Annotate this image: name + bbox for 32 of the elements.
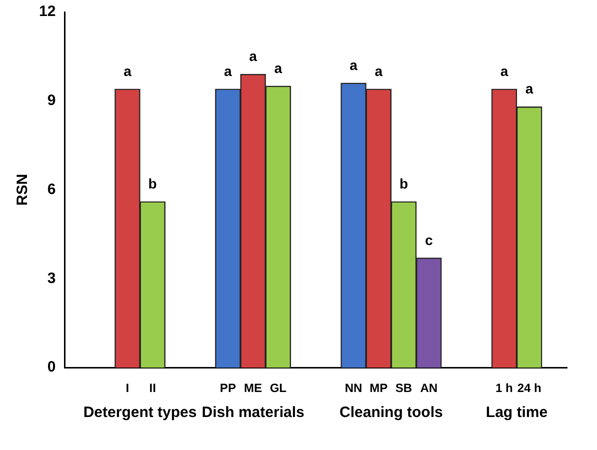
data-label: a	[500, 62, 508, 79]
text: Dish materials	[202, 404, 304, 422]
data-label: a	[274, 60, 282, 76]
data-label: a	[249, 48, 258, 64]
data-label: a	[124, 62, 132, 79]
x-tick-label: MP	[370, 381, 388, 396]
data-label: a	[224, 62, 232, 79]
x-tick-label: AN	[420, 381, 438, 396]
x-tick-label: ME	[244, 381, 262, 396]
x-tick-label: 1 h	[496, 381, 513, 396]
y-tick-label: 12	[38, 3, 56, 20]
x-tick-label: PP	[220, 381, 236, 396]
data-label: a	[525, 80, 534, 97]
x-tick-label: SB	[395, 381, 412, 396]
data-label: c	[424, 232, 433, 248]
text: Detergent types	[83, 404, 197, 422]
y-axis-title: RSN	[14, 174, 32, 206]
y-tick-label: 6	[47, 180, 56, 198]
x-tick-label: I	[126, 381, 130, 396]
data-label: b	[148, 176, 157, 192]
x-tick-label: NN	[344, 381, 362, 396]
x-tick-label: 24 h	[517, 381, 542, 396]
data-label: a	[374, 62, 383, 79]
data-label: b	[399, 176, 408, 192]
y-tick-label: 0	[47, 358, 56, 376]
text: Lag time	[486, 404, 548, 422]
x-tick-label: GL	[270, 381, 287, 396]
x-tick-label: II	[149, 381, 156, 396]
y-tick-label: 9	[47, 92, 56, 110]
y-tick-label: 3	[47, 270, 56, 287]
text: Cleaning tools	[340, 404, 443, 422]
data-label: a	[350, 56, 358, 73]
